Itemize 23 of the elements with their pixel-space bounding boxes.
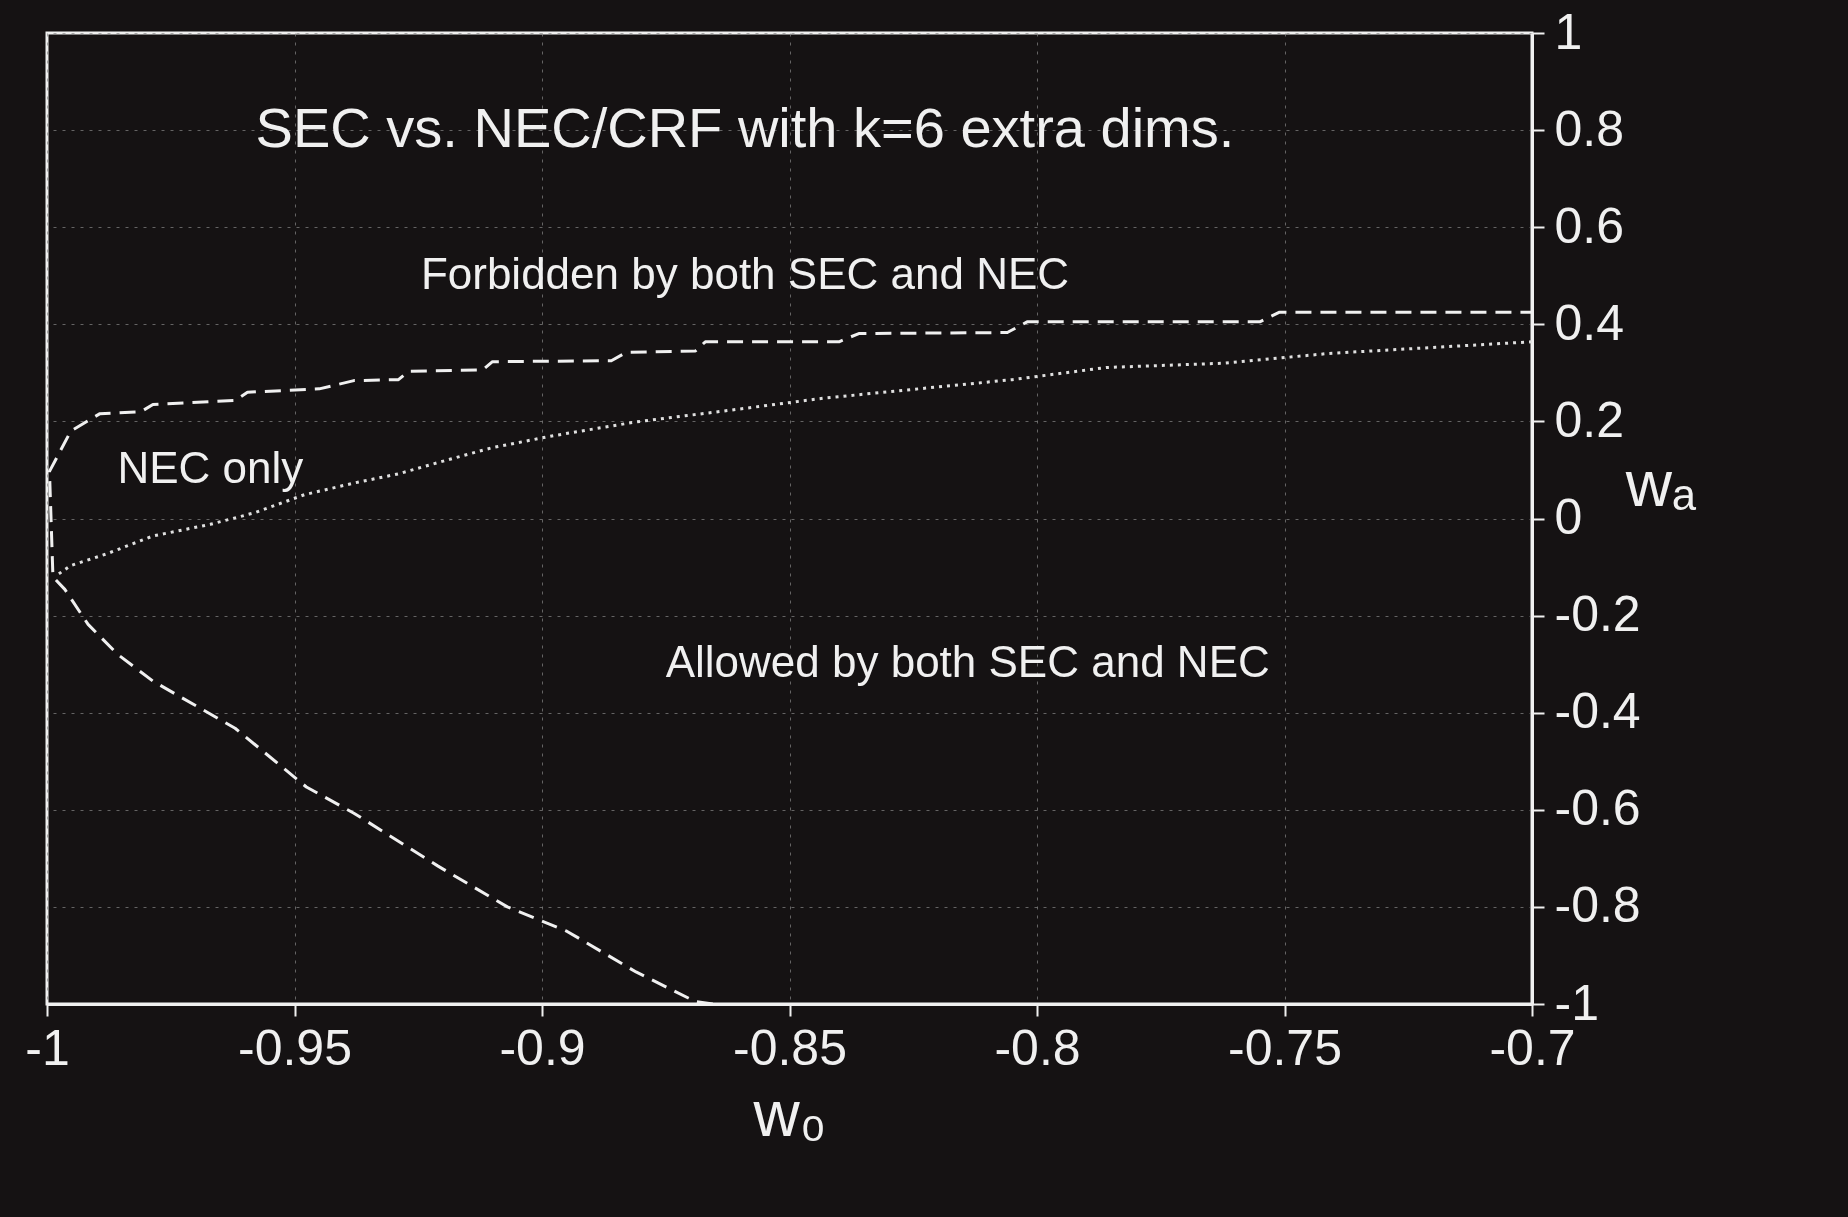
y-tick-label: -0.4 <box>1554 683 1641 740</box>
line-series <box>57 340 1534 576</box>
y-axis-title: wₐ <box>1624 448 1697 520</box>
x-axis-title: w₀ <box>752 1077 827 1150</box>
y-tick-label: 1 <box>1554 3 1583 60</box>
y-tick-label: 0.2 <box>1554 391 1625 448</box>
annotation: Forbidden by both SEC and NEC <box>420 248 1070 298</box>
annotation: NEC only <box>117 442 304 492</box>
y-tick-label: 0 <box>1554 489 1583 545</box>
y-tick-label: -0.8 <box>1554 877 1641 934</box>
y-tick-label: -0.2 <box>1554 586 1641 643</box>
x-tick-label: -0.85 <box>733 1019 847 1076</box>
x-tick-label: -1 <box>25 1019 70 1076</box>
x-tick-label: -0.95 <box>238 1019 352 1076</box>
y-tick-label: 0.6 <box>1554 197 1625 254</box>
y-tick-label: 0.4 <box>1554 294 1625 351</box>
annotation: SEC vs. NEC/CRF with k=6 extra dims. <box>255 96 1235 160</box>
x-tick-label: -0.9 <box>499 1019 586 1076</box>
annotation: Allowed by both SEC and NEC <box>665 637 1270 687</box>
y-tick-label: -0.6 <box>1554 780 1641 837</box>
x-tick-label: -0.75 <box>1228 1019 1342 1076</box>
y-tick-label: 0.8 <box>1554 100 1625 157</box>
x-tick-label: -0.8 <box>994 1019 1081 1076</box>
